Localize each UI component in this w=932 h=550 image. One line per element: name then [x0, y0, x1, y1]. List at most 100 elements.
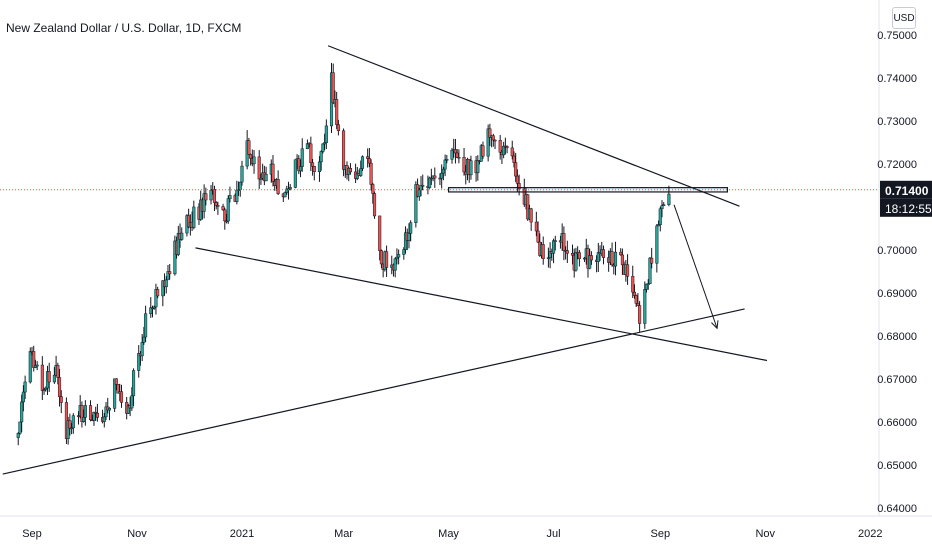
candle-body: [502, 145, 506, 156]
candle-body: [47, 371, 51, 383]
candle-body: [574, 252, 578, 271]
candle-body: [638, 305, 642, 324]
y-tick-label: 0.74000: [877, 73, 917, 85]
x-tick-label: Sep: [650, 528, 670, 540]
candle-body: [209, 190, 213, 201]
rising-support-line[interactable]: [2, 308, 745, 475]
candle-body: [156, 289, 160, 297]
candle-body: [57, 377, 62, 397]
candle-body: [601, 249, 606, 258]
candle-body: [235, 189, 239, 202]
candle-body: [440, 172, 444, 179]
candle-body: [114, 378, 118, 385]
candle-body: [371, 184, 375, 194]
candle-body: [113, 378, 117, 409]
lower-trendline[interactable]: [195, 247, 768, 362]
candle-body: [264, 173, 268, 182]
candle-body: [407, 233, 411, 241]
candle-body: [164, 279, 168, 288]
candle-body: [228, 195, 232, 199]
candle-body: [658, 208, 662, 225]
candle-body: [488, 128, 492, 138]
candle-body: [192, 206, 196, 228]
currency-button[interactable]: USD: [892, 7, 916, 29]
candle-body: [443, 159, 447, 170]
candle-body: [168, 271, 172, 275]
candle-body: [102, 416, 106, 422]
candle-body: [655, 225, 659, 264]
candle-body: [577, 252, 581, 259]
candle-body: [481, 145, 485, 157]
candle-body: [28, 351, 32, 383]
candle-body: [385, 251, 389, 268]
x-tick-label: Nov: [755, 528, 775, 540]
upper-trendline[interactable]: [327, 45, 740, 207]
candle-body: [453, 149, 457, 154]
candle-body: [491, 135, 495, 141]
candle-body: [35, 364, 39, 367]
resistance-zone[interactable]: [447, 187, 729, 193]
candle-body: [21, 391, 25, 403]
candle-body: [130, 395, 134, 409]
candle-body: [83, 405, 87, 418]
candle-body: [369, 162, 373, 185]
candle-body: [393, 258, 397, 271]
candle-body: [372, 193, 377, 217]
candle-body: [348, 168, 352, 173]
candle-body: [469, 160, 473, 176]
x-tick-label: May: [438, 528, 459, 540]
x-tick-label: Nov: [127, 528, 147, 540]
candle-body: [359, 168, 363, 176]
y-tick-label: 0.69000: [877, 288, 917, 300]
candle-body: [634, 295, 638, 304]
chart-title: New Zealand Dollar / U.S. Dollar, 1D, FX…: [6, 21, 242, 35]
y-tick-label: 0.73000: [877, 116, 917, 128]
candle-body: [335, 99, 339, 125]
candle-body: [276, 179, 280, 194]
candle-body: [132, 370, 136, 397]
y-tick-label: 0.66000: [877, 417, 917, 429]
candle-body: [56, 365, 60, 378]
candle-body: [216, 205, 220, 207]
candle-body: [311, 162, 315, 167]
y-tick-label: 0.70000: [877, 245, 917, 257]
candle-body: [212, 189, 217, 203]
candle-body: [18, 421, 22, 434]
candle-body: [626, 264, 630, 277]
candle-body: [331, 72, 335, 104]
candle-body: [223, 209, 227, 222]
candle-body: [249, 154, 253, 159]
countdown-tag: [880, 198, 932, 217]
candle-body: [204, 193, 208, 201]
candle-body: [457, 156, 461, 159]
candle-body: [417, 189, 421, 197]
candle-body: [52, 374, 56, 383]
candle-body: [288, 187, 292, 190]
candle-body: [271, 163, 275, 182]
candle-body: [119, 391, 124, 403]
candle-body: [515, 175, 519, 184]
candle-body: [514, 162, 518, 177]
candle-body: [632, 291, 637, 296]
candle-body: [662, 204, 666, 206]
candle-body: [23, 381, 27, 393]
x-tick-label: Jul: [547, 528, 561, 540]
candle-body: [505, 146, 509, 149]
candle-body: [648, 257, 652, 284]
candle-body: [589, 255, 593, 261]
candle-body: [553, 240, 557, 242]
candle-body: [421, 184, 425, 187]
candle-body: [450, 149, 454, 160]
candle-body: [142, 336, 146, 343]
projection-arrow[interactable]: [673, 204, 718, 329]
candle-body: [252, 156, 256, 165]
candle-body: [342, 130, 346, 170]
candle-body: [336, 124, 340, 132]
candle-body: [71, 415, 75, 429]
candle-body: [565, 250, 569, 254]
candle-body: [667, 193, 671, 205]
candle-body: [283, 192, 287, 198]
candle-body: [293, 159, 297, 188]
candle-body: [650, 257, 654, 264]
